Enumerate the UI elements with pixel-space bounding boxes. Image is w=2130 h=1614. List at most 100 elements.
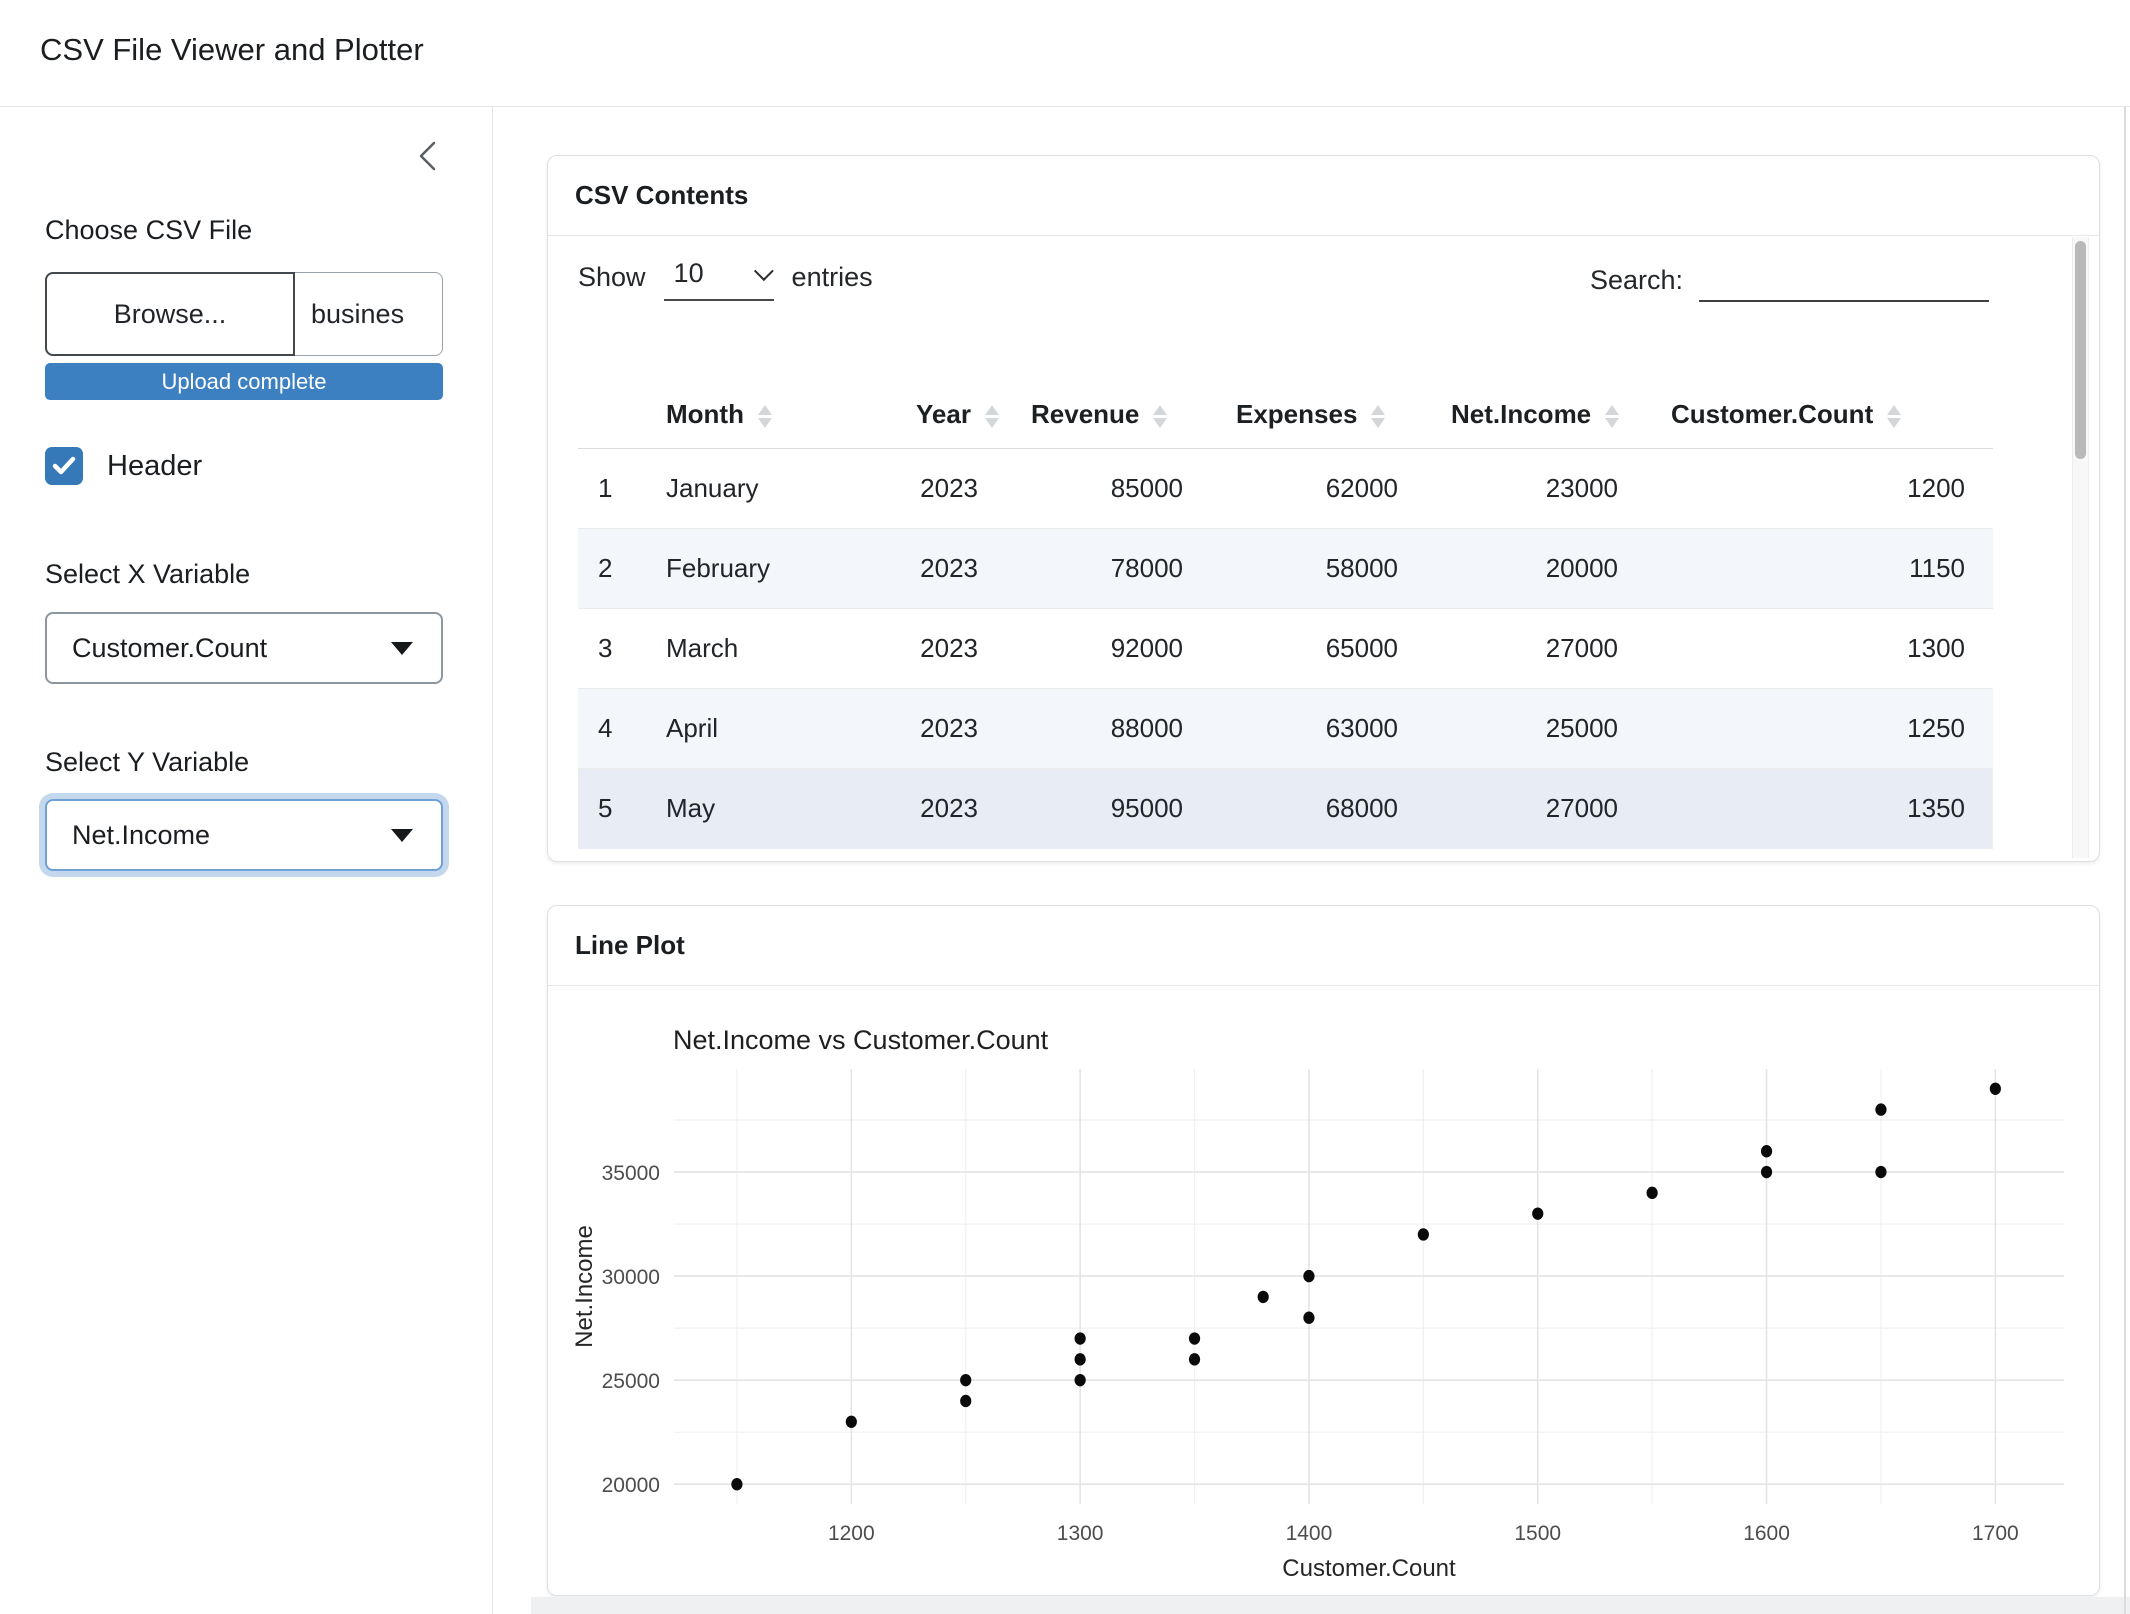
column-label: Month xyxy=(666,399,744,429)
column-label: Year xyxy=(916,399,971,429)
table-row: 3March20239200065000270001300 xyxy=(578,609,1993,689)
y-variable-value: Net.Income xyxy=(72,820,210,851)
x-variable-label: Select X Variable xyxy=(45,559,250,590)
table-row: 5May20239500068000270001350 xyxy=(578,769,1993,849)
x-tick-label: 1200 xyxy=(828,1522,875,1545)
cell-month: March xyxy=(641,609,891,689)
cell-rownum: 2 xyxy=(578,529,641,609)
column-label: Customer.Count xyxy=(1671,399,1873,429)
scatter-plot: 2000025000300003500012001300140015001600… xyxy=(548,987,2100,1596)
cell-net-income: 25000 xyxy=(1426,689,1646,769)
cell-customer-count: 1200 xyxy=(1646,449,1993,529)
data-point xyxy=(1647,1187,1658,1199)
column-header-customer-count[interactable]: Customer.Count xyxy=(1646,381,1993,449)
data-point xyxy=(1761,1166,1772,1178)
data-point xyxy=(1303,1270,1314,1282)
cell-rownum: 5 xyxy=(578,769,641,849)
data-point xyxy=(1258,1291,1269,1303)
cell-revenue: 95000 xyxy=(1006,769,1211,849)
page-length-value: 10 xyxy=(674,258,704,289)
caret-down-icon xyxy=(391,829,413,842)
data-point xyxy=(1303,1312,1314,1324)
column-label: Expenses xyxy=(1236,399,1357,429)
column-header-rownum xyxy=(578,381,641,449)
cell-year: 2023 xyxy=(891,769,1006,849)
header-checkbox[interactable] xyxy=(45,447,83,485)
sidebar-collapse-button[interactable] xyxy=(414,139,440,173)
sort-icon xyxy=(1371,405,1385,428)
data-point xyxy=(1075,1332,1086,1344)
y-tick-label: 30000 xyxy=(602,1266,660,1289)
x-tick-label: 1400 xyxy=(1286,1522,1333,1545)
data-point xyxy=(1875,1103,1886,1115)
y-tick-label: 20000 xyxy=(602,1474,660,1497)
cell-month: February xyxy=(641,529,891,609)
cell-net-income: 27000 xyxy=(1426,609,1646,689)
y-variable-label: Select Y Variable xyxy=(45,747,249,778)
file-name-display: busines xyxy=(295,272,443,356)
cell-expenses: 68000 xyxy=(1211,769,1426,849)
page-title: CSV File Viewer and Plotter xyxy=(40,32,424,68)
upload-progress-bar: Upload complete xyxy=(45,363,443,400)
sort-icon xyxy=(1887,405,1901,428)
x-axis-label: Customer.Count xyxy=(1282,1555,1456,1582)
show-label: Show xyxy=(578,258,646,293)
cell-month: January xyxy=(641,449,891,529)
x-tick-label: 1600 xyxy=(1743,1522,1790,1545)
data-point xyxy=(731,1478,742,1490)
search-input[interactable] xyxy=(1699,258,1989,302)
column-header-net-income[interactable]: Net.Income xyxy=(1426,381,1646,449)
column-header-expenses[interactable]: Expenses xyxy=(1211,381,1426,449)
check-icon xyxy=(52,456,76,476)
table-scrollbar[interactable] xyxy=(2072,237,2089,858)
browse-button[interactable]: Browse... xyxy=(45,272,295,356)
scrollbar-thumb[interactable] xyxy=(2075,241,2086,459)
y-variable-select[interactable]: Net.Income xyxy=(45,799,443,871)
page-length-control: Show 10 entries xyxy=(578,258,873,301)
column-label: Net.Income xyxy=(1451,399,1591,429)
data-point xyxy=(1875,1166,1886,1178)
cell-revenue: 88000 xyxy=(1006,689,1211,769)
cell-year: 2023 xyxy=(891,609,1006,689)
data-point xyxy=(1075,1374,1086,1386)
line-plot-card: Line Plot 200002500030000350001200130014… xyxy=(547,905,2100,1596)
table-header-row: Month Year Revenue Expenses Net.Income Custom… xyxy=(578,381,1993,449)
app-header: CSV File Viewer and Plotter xyxy=(0,0,2130,107)
cell-revenue: 92000 xyxy=(1006,609,1211,689)
cell-rownum: 3 xyxy=(578,609,641,689)
data-point xyxy=(1189,1353,1200,1365)
chevron-left-icon xyxy=(414,139,440,173)
y-axis-label: Net.Income xyxy=(571,1225,598,1348)
header-checkbox-label: Header xyxy=(107,450,202,483)
data-point xyxy=(1761,1145,1772,1157)
page-background-strip xyxy=(531,1597,2130,1614)
cell-rownum: 1 xyxy=(578,449,641,529)
column-label: Revenue xyxy=(1031,399,1139,429)
cell-customer-count: 1300 xyxy=(1646,609,1993,689)
column-header-revenue[interactable]: Revenue xyxy=(1006,381,1211,449)
cell-net-income: 27000 xyxy=(1426,769,1646,849)
file-input-group: Browse... busines xyxy=(45,272,443,356)
table-body: 1January202385000620002300012002February… xyxy=(578,449,1993,849)
cell-expenses: 58000 xyxy=(1211,529,1426,609)
cell-month: May xyxy=(641,769,891,849)
table-row: 1January20238500062000230001200 xyxy=(578,449,1993,529)
column-header-month[interactable]: Month xyxy=(641,381,891,449)
data-point xyxy=(1532,1207,1543,1219)
y-tick-label: 35000 xyxy=(602,1162,660,1185)
search-label: Search: xyxy=(1590,265,1683,302)
table-header: Month Year Revenue Expenses Net.Income Custom… xyxy=(578,381,1993,449)
x-variable-select[interactable]: Customer.Count xyxy=(45,612,443,684)
page-length-select[interactable]: 10 xyxy=(664,258,774,301)
column-header-year[interactable]: Year xyxy=(891,381,1006,449)
cell-expenses: 62000 xyxy=(1211,449,1426,529)
sort-icon xyxy=(985,405,999,428)
data-point xyxy=(1189,1332,1200,1344)
x-tick-label: 1500 xyxy=(1514,1522,1561,1545)
search-control: Search: xyxy=(1590,258,1989,302)
file-input-label: Choose CSV File xyxy=(45,215,252,246)
header-checkbox-row: Header xyxy=(45,447,202,485)
cell-year: 2023 xyxy=(891,529,1006,609)
csv-contents-card: CSV Contents Show 10 entries Search: Mon… xyxy=(547,155,2100,862)
cell-customer-count: 1350 xyxy=(1646,769,1993,849)
